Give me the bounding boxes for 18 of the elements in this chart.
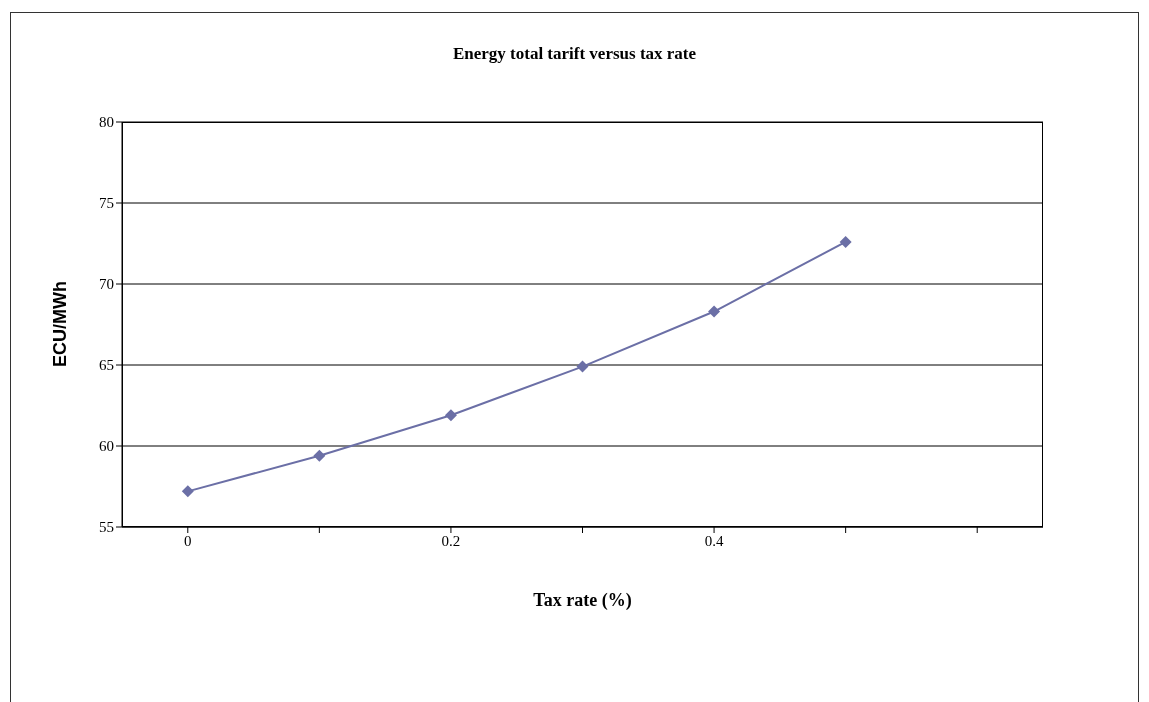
- point: [181, 485, 194, 498]
- y-tick-label: 70: [99, 276, 114, 293]
- chart-title: Energy total tarift versus tax rate: [451, 44, 698, 64]
- point: [839, 235, 852, 248]
- y-tick-label: 80: [99, 114, 114, 131]
- x-tick-label: 0: [184, 532, 192, 549]
- x-axis-title: Tax rate (%): [532, 590, 633, 611]
- x-tick-label: 0.2: [441, 532, 461, 549]
- point: [444, 409, 457, 422]
- y-tick-label: 65: [99, 357, 114, 374]
- point: [313, 449, 326, 462]
- y-tick-label: 60: [99, 438, 114, 455]
- point: [708, 305, 721, 318]
- x-tick-label: 0.4: [704, 532, 724, 549]
- point: [576, 360, 589, 373]
- y-axis-title: ECU/MWh: [49, 281, 71, 367]
- y-tick-label: 55: [99, 519, 114, 536]
- y-tick-label: 75: [99, 195, 114, 212]
